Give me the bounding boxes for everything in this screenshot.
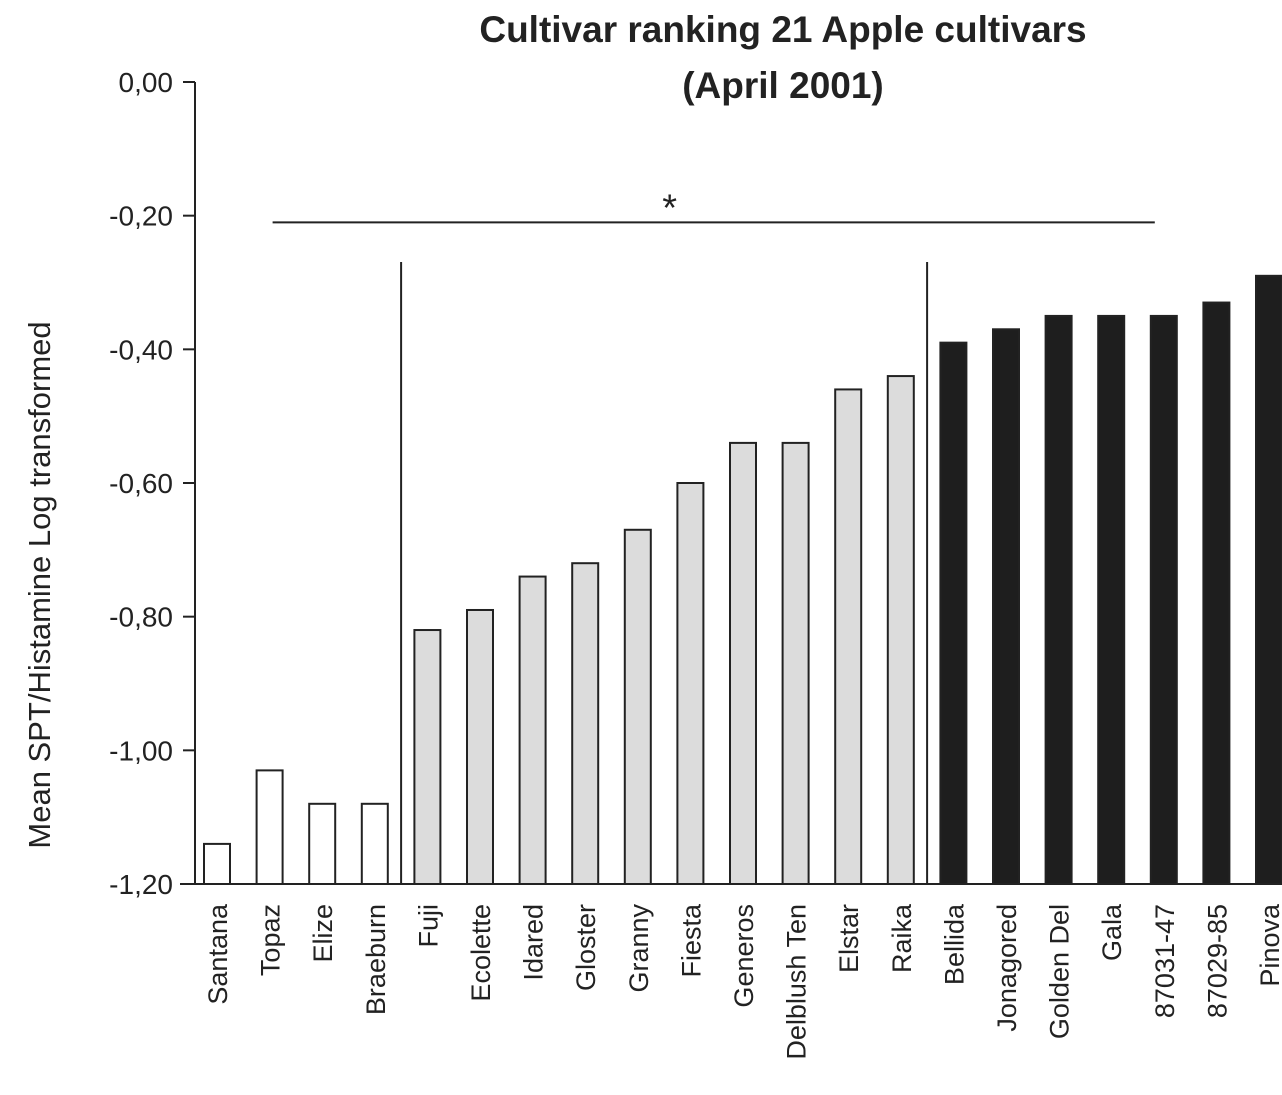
x-tick-label: Pinova	[1255, 903, 1282, 987]
bar-raika	[886, 375, 915, 885]
bar-delblush-ten	[781, 441, 810, 885]
bar-idared	[518, 575, 547, 885]
x-tick-label: Santana	[203, 903, 233, 1005]
x-tick-label: Gloster	[571, 904, 601, 991]
x-tick-label: Bellida	[939, 903, 969, 985]
bar-87029-85	[1202, 301, 1231, 885]
y-tick-label: -1,00	[109, 735, 173, 766]
x-tick-label: Topaz	[256, 904, 286, 976]
bar-87031-47	[1149, 314, 1178, 885]
x-tick-label: Granny	[624, 904, 654, 993]
x-tick-label: 87029-85	[1202, 904, 1232, 1018]
y-tick-label: -0,20	[109, 201, 173, 232]
bar-gloster	[571, 562, 600, 885]
chart-subtitle: (April 2001)	[682, 65, 884, 106]
x-tick-label: Elstar	[834, 904, 864, 973]
x-tick-label: Golden Del	[1045, 904, 1075, 1039]
x-tick-label: Elize	[308, 904, 338, 963]
bar-golden-del	[1044, 314, 1073, 885]
bar-pinova	[1255, 274, 1282, 886]
significance-marker: *	[662, 187, 677, 229]
bar-santana	[203, 842, 231, 886]
y-tick-label: 0,00	[119, 67, 174, 98]
group-separators	[400, 262, 929, 884]
y-tick-label: -0,80	[109, 602, 173, 633]
y-tick-label: -1,20	[109, 869, 173, 900]
bar-fuji	[413, 629, 442, 885]
bar-gala	[1097, 314, 1126, 885]
bar-braeburn	[360, 802, 389, 885]
x-tick-label: Braeburn	[361, 904, 391, 1015]
bar-jonagored	[992, 328, 1020, 885]
x-tick-label: Fiesta	[676, 903, 706, 978]
bar-topaz	[255, 769, 284, 886]
x-tick-label: 87031-47	[1150, 904, 1180, 1018]
bars	[203, 274, 1282, 886]
bar-ecolette	[466, 608, 494, 885]
x-tick-label: Fuji	[413, 904, 443, 948]
y-axis-label: Mean SPT/Histamine Log transformed	[22, 321, 57, 848]
x-tick-label: Gala	[1097, 903, 1127, 961]
x-tick-label: Jonagored	[992, 904, 1022, 1032]
category-labels: Santana Topaz Elize Braeburn Fuji Ecolette Ida…	[203, 903, 1282, 1060]
y-ticks: 0,00 -0,20 -0,40 -0,60 -0,80 -1,00 -1,20	[109, 67, 195, 900]
x-tick-label: Idared	[519, 904, 549, 981]
bar-elstar	[834, 388, 863, 885]
y-tick-label: -0,40	[109, 334, 173, 365]
bar-bellida	[939, 341, 968, 885]
x-tick-label: Generos	[729, 904, 759, 1008]
bar-fiesta	[676, 482, 705, 885]
bar-granny	[623, 528, 652, 885]
bar-elize	[308, 802, 337, 885]
y-tick-label: -0,60	[109, 468, 173, 499]
chart-title: Cultivar ranking 21 Apple cultivars	[479, 9, 1086, 50]
x-tick-label: Ecolette	[466, 904, 496, 1002]
x-tick-label: Raika	[887, 903, 917, 973]
x-tick-label: Delblush Ten	[782, 904, 812, 1060]
bar-generos	[729, 441, 757, 885]
